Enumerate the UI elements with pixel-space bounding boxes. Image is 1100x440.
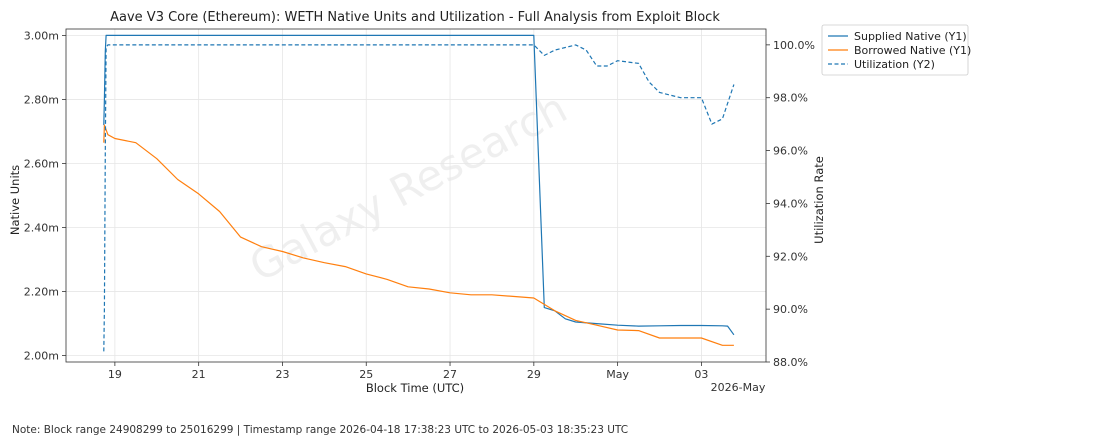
y2-tick-label: 100.0% <box>773 39 815 52</box>
chart-title: Aave V3 Core (Ethereum): WETH Native Uni… <box>110 10 720 25</box>
series-line-borrowed-native-y1 <box>103 124 734 346</box>
legend-label: Utilization (Y2) <box>854 58 935 71</box>
y2-tick-label: 92.0% <box>773 250 808 263</box>
y-axis-ticks: 2.00m 2.20m 2.40m 2.60m 2.80m 3.00m <box>24 29 66 363</box>
y-tick-label: 2.80m <box>24 93 59 106</box>
series-line-supplied-native-y1 <box>103 34 735 336</box>
y-axis-label: Native Units <box>8 165 22 235</box>
y2-tick-label: 96.0% <box>773 145 808 158</box>
y-tick-label: 2.20m <box>24 286 59 299</box>
series-line-utilization-y2 <box>103 44 735 352</box>
legend-label: Supplied Native (Y1) <box>854 30 967 43</box>
y-tick-label: 2.60m <box>24 157 59 170</box>
x-axis-ticks: 19 21 23 25 27 29 May 03 <box>108 362 708 381</box>
x-tick-label: 29 <box>527 368 541 381</box>
x-tick-label: 27 <box>443 368 457 381</box>
series-layer <box>103 34 735 352</box>
x-axis-offset-label: 2026-May <box>711 381 766 394</box>
x-tick-label: 03 <box>694 368 708 381</box>
x-tick-label: 21 <box>192 368 206 381</box>
footer-note: Note: Block range 24908299 to 25016299 |… <box>12 424 629 436</box>
y-tick-label: 3.00m <box>24 29 59 42</box>
legend-box <box>821 24 969 76</box>
legend-label: Borrowed Native (Y1) <box>854 44 971 57</box>
y2-tick-label: 88.0% <box>773 356 808 369</box>
x-tick-label: May <box>606 368 629 381</box>
y2-tick-label: 98.0% <box>773 92 808 105</box>
x-tick-label: 23 <box>275 368 289 381</box>
legend: Supplied Native (Y1)Borrowed Native (Y1)… <box>821 24 971 76</box>
chart-figure: Aave V3 Core (Ethereum): WETH Native Uni… <box>8 10 971 395</box>
y2-tick-label: 90.0% <box>773 303 808 316</box>
y2-axis-label: Utilization Rate <box>812 156 826 244</box>
y-tick-label: 2.00m <box>24 350 59 363</box>
y2-tick-label: 94.0% <box>773 197 808 210</box>
x-tick-label: 19 <box>108 368 122 381</box>
y-tick-label: 2.40m <box>24 222 59 235</box>
x-axis-label: Block Time (UTC) <box>366 381 464 395</box>
x-tick-label: 25 <box>359 368 373 381</box>
y2-axis-ticks: 88.0% 90.0% 92.0% 94.0% 96.0% 98.0% 100.0% <box>766 39 815 369</box>
watermark: Galaxy Research <box>242 83 575 291</box>
plot-area <box>65 28 767 363</box>
